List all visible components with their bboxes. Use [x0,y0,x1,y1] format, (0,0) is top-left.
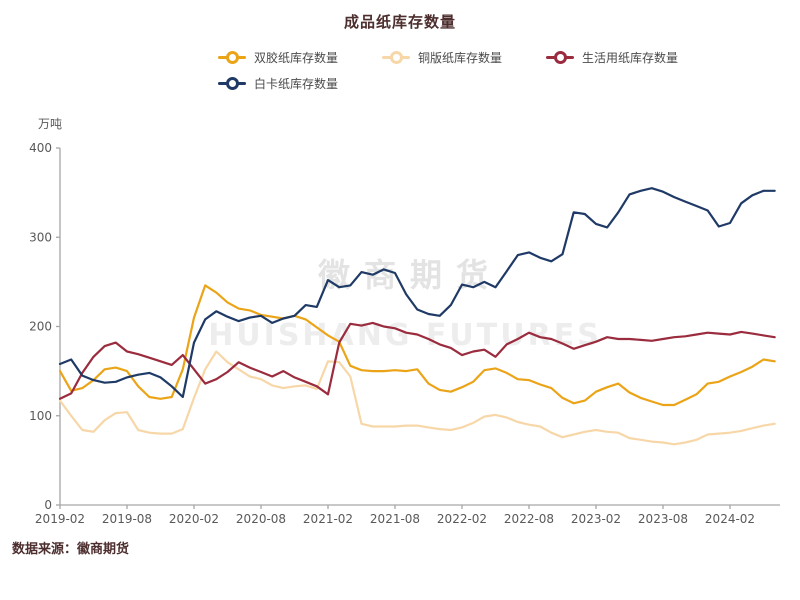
x-tick-label: 2021-02 [303,512,353,526]
x-tick-label: 2022-08 [504,512,554,526]
x-tick-label: 2020-08 [236,512,286,526]
chart-title: 成品纸库存数量 [343,13,456,31]
legend-marker-icon [218,51,246,64]
series-line-双胶纸库存数量 [58,284,776,407]
series-line-生活用纸库存数量 [58,321,776,400]
y-tick-label: 400 [29,141,52,155]
x-tick-label: 2019-02 [35,512,85,526]
y-tick-label: 0 [44,498,52,512]
legend-marker-icon [218,77,246,90]
legend: 双胶纸库存数量 铜版纸库存数量 生活用纸库存数量 白卡纸库存数量 [218,49,678,101]
series-line-白卡纸库存数量 [58,187,776,399]
y-tick-label: 200 [29,320,52,334]
legend-label: 双胶纸库存数量 [254,51,339,65]
legend-marker-icon [382,51,411,64]
legend-item-tongban: 铜版纸库存数量 [382,49,502,66]
x-tick-label: 2020-02 [169,512,219,526]
legend-row-1: 双胶纸库存数量 铜版纸库存数量 生活用纸库存数量 [218,49,678,66]
legend-item-shenghuoyongzhi: 生活用纸库存数量 [546,49,678,66]
x-tick-label: 2023-02 [571,512,621,526]
x-tick-label: 2019-08 [102,512,152,526]
y-axis-unit-label: 万吨 [38,117,63,131]
y-tick-label: 100 [29,409,52,423]
legend-label: 白卡纸库存数量 [254,77,339,91]
legend-item-baika: 白卡纸库存数量 [218,75,338,92]
legend-marker-icon [546,51,575,64]
x-tick-label: 2022-02 [437,512,487,526]
series-line-铜版纸库存数量 [58,350,776,446]
data-source-note: 数据来源：徽商期货 [12,542,130,557]
legend-label: 生活用纸库存数量 [582,51,679,65]
legend-label: 铜版纸库存数量 [418,51,503,65]
x-tick-label: 2021-08 [370,512,420,526]
y-tick-label: 300 [29,230,52,244]
x-tick-label: 2024-02 [705,512,755,526]
legend-item-shuangjiao: 双胶纸库存数量 [218,49,338,66]
x-tick-label: 2023-08 [638,512,688,526]
legend-row-2: 白卡纸库存数量 [218,75,678,92]
